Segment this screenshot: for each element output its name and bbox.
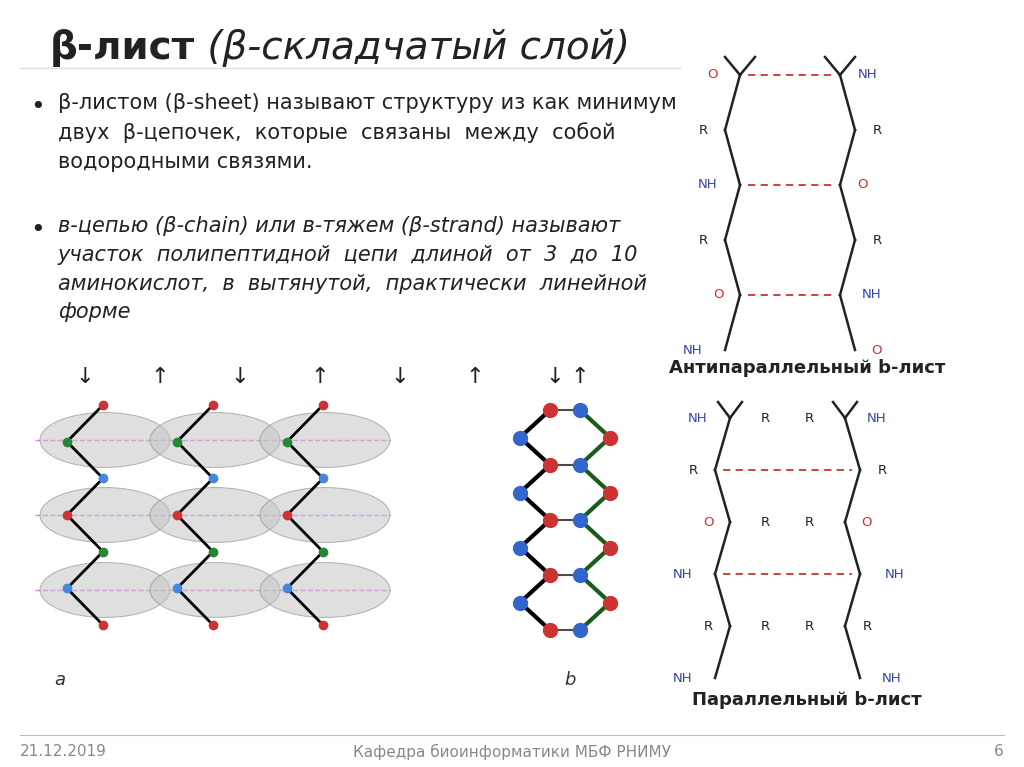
Text: β-лист: β-лист	[50, 29, 195, 67]
Text: •: •	[30, 95, 45, 119]
Text: R: R	[698, 233, 708, 246]
Text: O: O	[862, 515, 872, 528]
Ellipse shape	[260, 562, 390, 617]
Text: R: R	[805, 620, 814, 633]
Text: NH: NH	[683, 344, 702, 357]
Text: Кафедра биоинформатики МБФ РНИМУ: Кафедра биоинформатики МБФ РНИМУ	[353, 744, 671, 760]
Text: NH: NH	[862, 288, 882, 301]
Text: R: R	[805, 412, 814, 424]
Ellipse shape	[260, 413, 390, 468]
Text: ↑: ↑	[466, 367, 484, 387]
Text: O: O	[707, 68, 717, 81]
Ellipse shape	[40, 488, 170, 542]
Text: O: O	[713, 288, 723, 301]
Text: NH: NH	[867, 412, 887, 424]
Text: NH: NH	[885, 568, 905, 581]
Ellipse shape	[150, 488, 280, 542]
Text: ↓: ↓	[546, 367, 564, 387]
Text: R: R	[703, 620, 713, 633]
Text: O: O	[702, 515, 714, 528]
Text: R: R	[688, 463, 697, 476]
Text: NH: NH	[688, 412, 708, 424]
Text: NH: NH	[883, 671, 902, 684]
Ellipse shape	[260, 488, 390, 542]
Text: R: R	[872, 123, 882, 137]
Text: 21.12.2019: 21.12.2019	[20, 745, 106, 759]
Text: b: b	[564, 671, 575, 689]
Text: (β-складчатый слой): (β-складчатый слой)	[195, 29, 630, 67]
Ellipse shape	[150, 413, 280, 468]
Text: O: O	[871, 344, 883, 357]
Text: a: a	[54, 671, 66, 689]
Ellipse shape	[40, 413, 170, 468]
Text: R: R	[761, 620, 770, 633]
Text: ↑: ↑	[570, 367, 590, 387]
Text: ↓: ↓	[230, 367, 249, 387]
Text: R: R	[761, 412, 770, 424]
Text: NH: NH	[698, 179, 718, 192]
Ellipse shape	[150, 562, 280, 617]
Text: NH: NH	[858, 68, 878, 81]
Text: Антипараллельный b-лист: Антипараллельный b-лист	[669, 359, 945, 377]
Text: R: R	[698, 123, 708, 137]
Text: R: R	[805, 515, 814, 528]
Text: R: R	[761, 515, 770, 528]
Text: R: R	[878, 463, 887, 476]
Text: ↓: ↓	[76, 367, 94, 387]
Text: ↑: ↑	[310, 367, 330, 387]
Text: O: O	[857, 179, 867, 192]
Text: β-листом (β-sheet) называют структуру из как минимум
двух  β-цепочек,  которые  : β-листом (β-sheet) называют структуру из…	[58, 93, 677, 172]
Text: в-цепью (β-chain) или в-тяжем (β-strand) называют
участок  полипептидной  цепи  : в-цепью (β-chain) или в-тяжем (β-strand)…	[58, 216, 647, 322]
Text: ↓: ↓	[391, 367, 410, 387]
Ellipse shape	[40, 562, 170, 617]
Text: NH: NH	[673, 671, 693, 684]
Text: Параллельный b-лист: Параллельный b-лист	[692, 691, 922, 709]
Text: ↑: ↑	[151, 367, 169, 387]
Text: NH: NH	[673, 568, 693, 581]
Text: R: R	[862, 620, 871, 633]
Text: •: •	[30, 218, 45, 242]
Text: R: R	[872, 233, 882, 246]
Text: 6: 6	[994, 745, 1004, 759]
